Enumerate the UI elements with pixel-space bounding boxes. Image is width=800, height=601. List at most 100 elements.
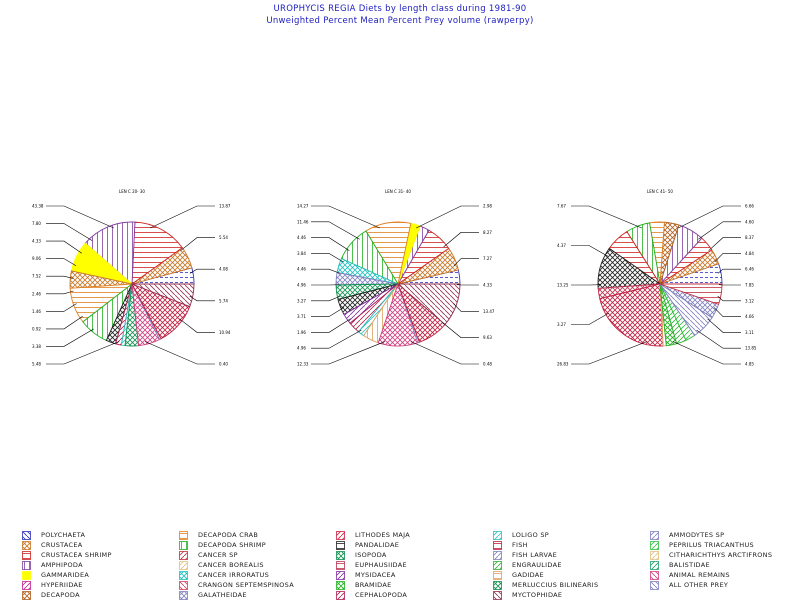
slice-value-label: 3.71	[297, 314, 306, 319]
leader-line	[416, 206, 479, 228]
pie-chart-2: LEN C 31- 40 14.27 11.46 4.46 3.84 4.46 4.96 3.…	[297, 189, 495, 367]
slice-value-label: 26.83	[557, 362, 569, 367]
leader-line	[46, 206, 114, 228]
leader-line	[190, 296, 215, 301]
pie-title: LEN C 20- 30	[119, 189, 145, 194]
slice-value-label: 7.80	[32, 221, 41, 226]
leader-line	[698, 222, 741, 240]
slice-value-label: 3.27	[297, 298, 306, 303]
leader-line	[46, 276, 73, 278]
leader-line	[46, 304, 77, 312]
slice-value-label: 4.33	[32, 239, 41, 244]
slice-value-label: 9.06	[32, 256, 41, 261]
slice-value-label: 9.63	[483, 335, 492, 340]
slice-value-label: 8.27	[483, 230, 492, 235]
slice-value-label: 4.96	[297, 283, 306, 288]
leader-line	[311, 330, 361, 348]
leader-line	[46, 291, 74, 294]
slice-value-label: 4.66	[745, 314, 754, 319]
slice-value-label: 1.46	[32, 309, 41, 314]
slice-value-label: 4.60	[745, 219, 754, 224]
leader-line	[708, 319, 742, 333]
slice-value-label: 13.85	[745, 346, 757, 351]
pie-chart-3: LEN C 41- 507.674.3713.253.2726.836.664.…	[557, 189, 757, 367]
leader-line	[311, 342, 385, 365]
slice-value-label: 4.08	[219, 267, 228, 272]
leader-line	[697, 330, 741, 348]
slice-value-label: 14.27	[297, 204, 309, 209]
slice-value-label: 13.25	[557, 283, 569, 288]
slice-value-label: 5.74	[219, 298, 228, 303]
leader-line	[715, 253, 741, 262]
leader-line	[571, 206, 642, 228]
slice-value-label: 5.48	[32, 362, 41, 367]
slice-value-label: 10.94	[219, 330, 231, 335]
leader-line	[311, 222, 360, 240]
leader-line	[46, 224, 92, 241]
slice-value-label: 4.96	[297, 346, 306, 351]
slice-value-label: 5.54	[219, 235, 228, 240]
slice-value-label: 3.11	[745, 330, 754, 335]
slice-value-label: 11.46	[297, 219, 309, 224]
leader-line	[714, 307, 741, 316]
leader-line	[311, 206, 380, 228]
slice-value-label: 8.37	[745, 235, 754, 240]
pie-title: LEN C 41- 50	[647, 189, 673, 194]
leader-line	[180, 319, 216, 333]
leader-line	[150, 206, 215, 228]
slice-value-label: 7.67	[557, 204, 566, 209]
slice-value-label: 13.47	[483, 309, 495, 314]
leader-line	[673, 342, 741, 365]
leader-line	[444, 232, 479, 247]
leader-line	[311, 319, 351, 333]
leader-line	[190, 269, 215, 273]
slice-value-label: 4.85	[745, 362, 754, 367]
slice-value-label: 43.38	[32, 204, 44, 209]
slice-value-label: 4.33	[483, 283, 492, 288]
slice-value-label: 7.27	[483, 256, 492, 261]
leader-line	[311, 238, 349, 251]
leader-line	[571, 313, 609, 324]
slice-value-label: 3.12	[745, 298, 754, 303]
leader-line	[46, 316, 83, 329]
leader-line	[181, 238, 215, 251]
slice-value-label: 4.84	[745, 251, 754, 256]
slice-value-label: 3.27	[557, 322, 566, 327]
slice-value-label: 12.33	[297, 362, 309, 367]
slice-value-label: 0.92	[32, 326, 41, 331]
slice-value-label: 2.98	[483, 204, 492, 209]
slice-value-label: 6.66	[745, 204, 754, 209]
leader-line	[311, 296, 340, 301]
leader-line	[46, 329, 94, 347]
leader-line	[311, 269, 340, 273]
slice-value-label: 3.84	[297, 251, 306, 256]
leader-line	[571, 246, 608, 257]
slice-value-label: 2.46	[32, 291, 41, 296]
leader-line	[678, 206, 741, 228]
leader-line	[454, 259, 479, 266]
slice-value-label: 0.40	[219, 362, 228, 367]
pie-chart-1: LEN C 20- 30 43.38 7.80 4.33 9.06 7.52 2.46 1.4…	[32, 189, 231, 367]
leader-line	[311, 253, 343, 262]
leader-line	[46, 342, 119, 365]
pie-title: LEN C 31- 40	[385, 189, 411, 194]
slice-value-label: 6.46	[745, 267, 754, 272]
slice-value-label: 4.46	[297, 267, 306, 272]
leader-line	[443, 323, 480, 338]
slice-value-label: 7.85	[745, 283, 754, 288]
leader-line	[46, 259, 76, 266]
leader-line	[454, 304, 480, 312]
leader-line	[718, 296, 741, 301]
slice-value-label: 3.38	[32, 344, 41, 349]
leader-line	[145, 342, 215, 365]
slice-value-label: 13.87	[219, 204, 231, 209]
leader-line	[571, 342, 647, 365]
leader-line	[311, 307, 344, 316]
leader-line	[709, 238, 741, 251]
leader-line	[411, 342, 479, 365]
slice-value-label: 4.46	[297, 235, 306, 240]
slice-value-label: 7.52	[32, 274, 41, 279]
leader-line	[46, 241, 82, 253]
slice-value-label: 0.48	[483, 362, 492, 367]
